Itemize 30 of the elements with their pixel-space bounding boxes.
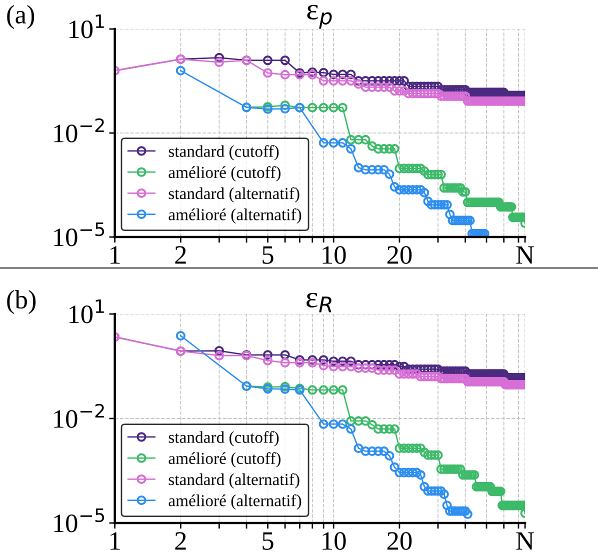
chart-title: ε$_{p}$	[307, 4, 332, 29]
text: (b)	[7, 290, 36, 314]
legend-label: amélioré (alternatif)	[168, 208, 302, 224]
y-tick-label: 10$^{1}$	[69, 14, 104, 38]
x-tick-label: 20	[387, 532, 412, 550]
x-tick-label: 5	[262, 532, 274, 550]
legend-label: amélioré (alternatif)	[168, 494, 302, 510]
legend-label: amélioré (cutoff)	[168, 166, 280, 182]
legend-label: standard (cutoff)	[168, 431, 279, 446]
x-tick-label: N	[516, 246, 534, 264]
x-tick-label: 10	[322, 246, 346, 264]
legend-label: standard (alternatif)	[168, 473, 300, 489]
y-tick-label: 10$^{−2}$	[54, 118, 104, 142]
x-tick-label: 20	[387, 246, 412, 264]
x-tick-label: 5	[262, 246, 274, 264]
y-tick-label: 10$^{−5}$	[54, 508, 104, 532]
y-tick-label: 10$^{1}$	[69, 299, 104, 324]
x-tick-label: 10	[322, 532, 346, 550]
x-tick-label: 2	[175, 532, 186, 550]
x-tick-label: 2	[175, 246, 186, 264]
legend-label: amélioré (cutoff)	[168, 452, 280, 468]
chart-title: ε$_{R}$	[306, 292, 332, 312]
x-tick-label: N	[516, 532, 534, 550]
legend-label: standard (alternatif)	[168, 187, 300, 203]
y-tick-label: 10$^{−2}$	[54, 404, 104, 428]
x-tick-label: 1	[110, 532, 120, 550]
text: (a)	[7, 5, 34, 29]
x-tick-label: 1	[110, 246, 120, 264]
y-tick-label: 10$^{−5}$	[54, 222, 104, 246]
legend-label: standard (cutoff)	[168, 145, 279, 160]
